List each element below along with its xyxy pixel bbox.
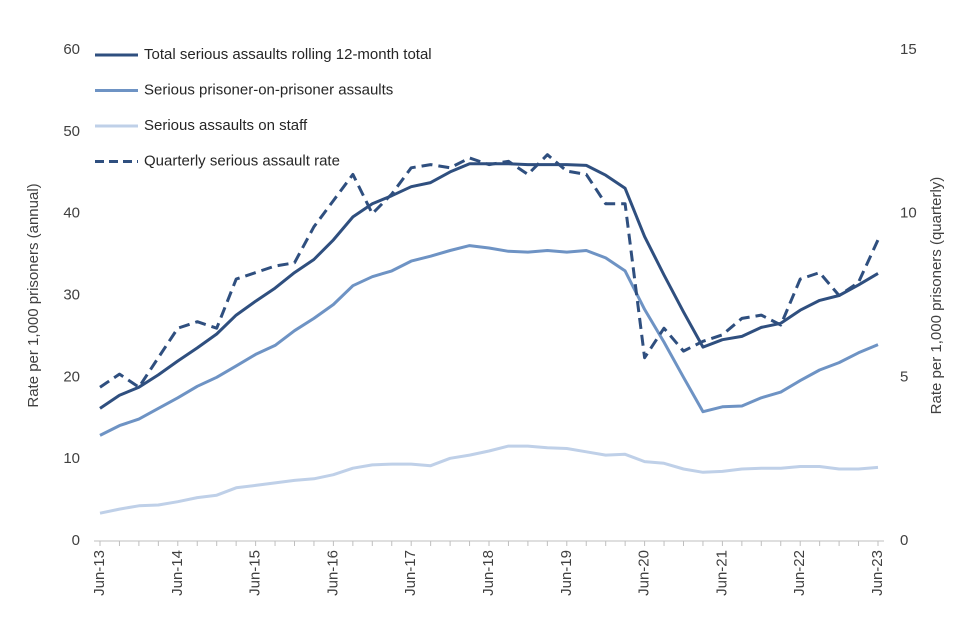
legend-label: Serious prisoner-on-prisoner assaults [144,81,393,98]
y-tick-label-left: 10 [63,450,80,467]
x-tick-label: Jun-19 [558,550,575,596]
x-tick-label: Jun-21 [713,550,730,596]
legend: Total serious assaults rolling 12-month … [95,46,432,169]
series-layer [99,153,880,515]
legend-label: Quarterly serious assault rate [144,152,340,169]
y-tick-label-left: 20 [63,368,80,385]
x-tick-label: Jun-16 [324,550,341,596]
y-tick-label-left: 0 [72,532,80,549]
series-line-1 [99,162,879,410]
y-tick-label-left: 40 [63,205,80,222]
x-tick-label: Jun-23 [869,550,886,596]
y-tick-label-left: 60 [63,41,80,58]
x-tick-label: Jun-18 [480,550,497,596]
series-line-4 [99,153,880,389]
y-tick-label-right: 5 [900,368,908,385]
y-tick-label-left: 30 [63,286,80,303]
series-line-2 [99,244,879,437]
x-tick-label: Jun-17 [402,550,419,596]
x-tick-label: Jun-15 [247,550,264,596]
y-tick-label-right: 0 [900,532,908,549]
x-tick-label: Jun-13 [91,550,108,596]
y-tick-label-right: 15 [900,41,917,58]
x-tick-label: Jun-20 [636,550,653,596]
y-axis-title-right: Rate per 1,000 prisoners (quarterly) [928,177,945,415]
y-tick-label-right: 10 [900,205,917,222]
x-tick-label: Jun-14 [169,550,186,596]
axes: Jun-13 Jun-14 Jun-15 Jun-16 Jun-17 Jun-18 Jun-… [25,41,945,596]
x-tick-label: Jun-22 [791,550,808,596]
legend-label: Total serious assaults rolling 12-month … [144,46,432,63]
y-tick-label-left: 50 [63,123,80,140]
series-line-3 [99,444,879,515]
legend-label: Serious assaults on staff [144,117,308,134]
y-axis-title-left: Rate per 1,000 prisoners (annual) [25,183,42,407]
